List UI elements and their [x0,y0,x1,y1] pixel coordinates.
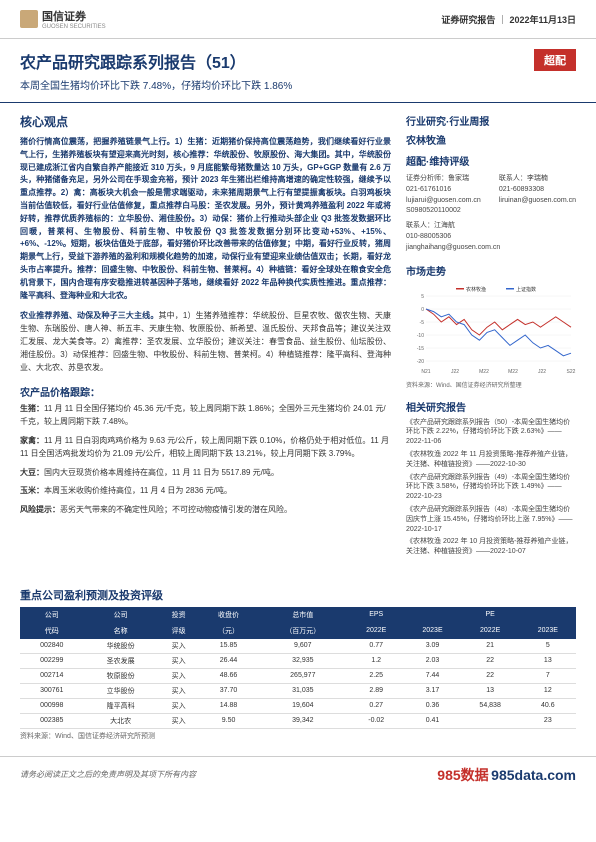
analyst-cert: S0980520110002 [406,206,481,216]
disclaimer: 请务必阅读正文之后的免责声明及其项下所有内容 [20,769,196,780]
price-soy: 大豆：国内大豆现货价格本周维持在高位，11 月 11 日为 5517.89 元/… [20,467,391,480]
table-source: 资料来源：Wind、国信证券经济研究所预测 [20,731,576,741]
table-row: 300761立华股份买入37.7031,0352.893.171312 [20,683,576,698]
related-item: 《农林牧渔 2022 年 10 月投资策略-推荐养殖产业链，关注猪、种植链投资》… [406,537,576,557]
analyst-name: 证券分析师：鲁家瑞 [406,174,481,184]
report-type: 证券研究报告 [441,15,495,25]
svg-text:-10: -10 [417,333,424,339]
related-item: 《农林牧渔 2022 年 11 月投资策略-推荐养殖产业链，关注猪、种植链投资》… [406,450,576,470]
price-corn: 玉米：本周玉米收购价维持高位，11 月 4 日为 2836 元/吨。 [20,485,391,498]
right-column: 行业研究·行业周报 农林牧渔 超配·维持评级 证券分析师：鲁家瑞 021-617… [406,113,576,567]
core-para-1: 猪价行情高位震荡，把握养殖链景气上行。1）生猪：近期猪价保持高位震荡趋势，我们继… [20,136,391,302]
header-meta: 证券研究报告 ｜ 2022年11月13日 [441,13,576,26]
table-row: 002714牧原股份买入48.66265,9772.257.44227 [20,668,576,683]
analyst-email: lujiarui@guosen.com.cn [406,196,481,206]
market-trend-heading: 市场走势 [406,263,576,278]
page-footer: 请务必阅读正文之后的免责声明及其项下所有内容 985数据 985data.com [0,756,596,793]
logo: 国信证券 GUOSEN SECURITIES [20,8,106,30]
left-column: 核心观点 猪价行情高位震荡，把握养殖链景气上行。1）生猪：近期猪价保持高位震荡趋… [20,113,406,567]
table-heading: 重点公司盈利预测及投资评级 [20,587,576,603]
svg-text:-5: -5 [420,320,425,326]
price-poultry: 家禽：11 月 11 日白羽肉鸡鸡价格为 9.63 元/公斤，较上周同期下跌 0… [20,435,391,461]
company-name-en: GUOSEN SECURITIES [42,24,106,30]
contact-email: liruinan@guosen.com.cn [499,196,576,206]
table-row: 000998隆平高科买入14.8819,6040.270.3654,83840.… [20,698,576,713]
svg-text:-15: -15 [417,346,424,352]
svg-text:N21: N21 [421,369,430,375]
related-item: 《农产品研究跟踪系列报告（48）-本周全国生猪均价因庆节上涨 15.45%，仔猪… [406,505,576,534]
svg-text:-20: -20 [417,359,424,365]
contact2-phone: 010-88005306 [406,232,576,242]
price-track-heading: 农产品价格跟踪： [20,384,391,399]
core-view-heading: 核心观点 [20,113,391,130]
analyst-phone: 021-61761016 [406,185,481,195]
rating-text: 超配·维持评级 [406,153,576,168]
svg-text:农林牧渔: 农林牧渔 [466,286,486,293]
price-pig: 生猪：11 月 11 日全国仔猪均价 45.36 元/千克，较上周同期下跌 1.… [20,403,391,429]
related-item: 《农产品研究跟踪系列报告（50）-本周全国生猪均价环比下跌 2.22%，仔猪均价… [406,418,576,447]
risk-note: 风险提示：恶劣天气带来的不确定性风险；不可控动物疫情引发的潜在风险。 [20,504,391,517]
table-row: 002299圣农发展买入26.4432,9351.22.032213 [20,653,576,668]
svg-text:J22: J22 [451,369,459,375]
logo-icon [20,10,38,28]
svg-text:S22: S22 [567,369,576,375]
contact2-name: 联系人：江海航 [406,221,576,231]
page-header: 国信证券 GUOSEN SECURITIES 证券研究报告 ｜ 2022年11月… [0,0,596,39]
contact-name: 联系人：李瑞楠 [499,174,576,184]
watermark-2: 985data.com [491,767,576,783]
report-subtitle: 本周全国生猪均价环比下跌 7.48%，仔猪均价环比下跌 1.86% [0,73,596,103]
contact2-email: jianghaihang@guosen.com.cn [406,243,576,253]
company-name: 国信证券 [42,8,106,24]
rating-badge: 超配 [534,49,576,71]
industry-name: 农林牧渔 [406,132,576,147]
svg-text:M22: M22 [508,369,518,375]
svg-text:J22: J22 [538,369,546,375]
market-chart: -20 -15 -10 -5 0 5 农林牧渔 上证指数 N21 J22 M22 M22 J22 S22 [406,286,576,376]
earnings-table: 公司公司投资收盘价总市值EPSPE代码名称评级（元）（百万元）2022E2023… [20,607,576,729]
chart-source: 资料来源：Wind、国信证券经济研究所整理 [406,380,576,389]
svg-text:M22: M22 [479,369,489,375]
svg-text:5: 5 [421,294,424,300]
table-row: 002385大北农买入9.5039,342-0.020.4123 [20,713,576,728]
report-title: 农产品研究跟踪系列报告（51） [20,49,246,73]
contact-phone: 021-60893308 [499,185,576,195]
watermark-1: 985数据 [437,767,488,783]
core-para-2: 农业推荐养殖、动保及种子三大主线。其中，1）生猪养殖推荐：华统股份、巨星农牧、傲… [20,310,391,374]
svg-text:上证指数: 上证指数 [516,286,536,293]
table-row: 002840华统股份买入15.859,6070.773.09215 [20,639,576,654]
related-heading: 相关研究报告 [406,399,576,414]
category-heading: 行业研究·行业周报 [406,113,576,128]
related-item: 《农产品研究跟踪系列报告（49）-本周全国生猪均价环比下跌 3.58%，仔猪均价… [406,473,576,502]
related-list: 《农产品研究跟踪系列报告（50）-本周全国生猪均价环比下跌 2.22%，仔猪均价… [406,418,576,557]
report-date: 2022年11月13日 [509,15,576,25]
svg-text:0: 0 [421,307,424,313]
